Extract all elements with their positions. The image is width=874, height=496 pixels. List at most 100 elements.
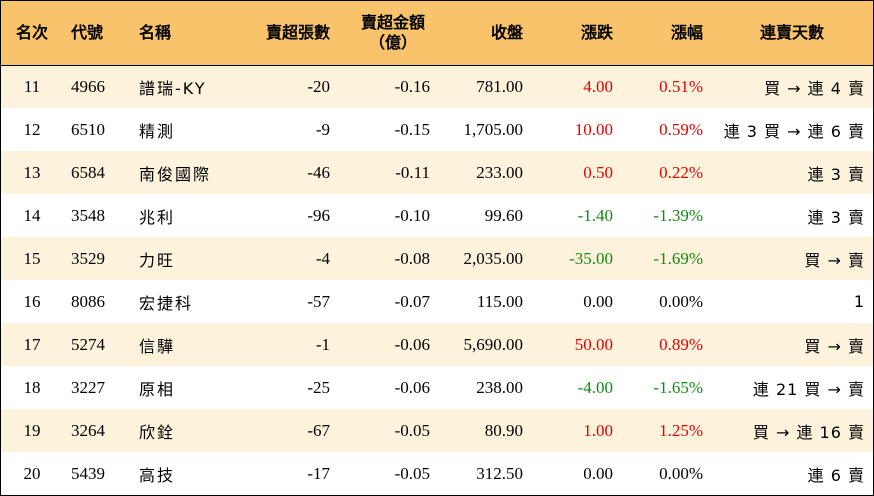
header-sell-amount: 賣超金額 （億） xyxy=(338,1,438,66)
table-row: 19 3264 欣銓 -67 -0.05 80.90 1.00 1.25% 買 … xyxy=(1,409,873,452)
header-rank: 名次 xyxy=(1,1,63,66)
cell-name: 欣銓 xyxy=(139,422,176,442)
cell-rank: 15 xyxy=(23,248,41,268)
cell-change-pct: 0.22% xyxy=(659,162,703,182)
cell-streak: 連 21 買 → 賣 xyxy=(752,379,865,399)
cell-change: 1.00 xyxy=(583,420,613,440)
cell-streak: 買 → 連 16 賣 xyxy=(752,422,865,442)
cell-change-pct: 0.00% xyxy=(659,463,703,483)
cell-rank: 12 xyxy=(23,119,41,139)
table-row: 15 3529 力旺 -4 -0.08 2,035.00 -35.00 -1.6… xyxy=(1,237,873,280)
cell-sell-lots: -1 xyxy=(315,334,330,354)
header-name: 名稱 xyxy=(131,1,236,66)
cell-close: 1,705.00 xyxy=(463,119,524,139)
cell-streak: 連 6 賣 xyxy=(807,465,865,485)
cell-close: 99.60 xyxy=(484,205,523,225)
table-row: 17 5274 信驊 -1 -0.06 5,690.00 50.00 0.89%… xyxy=(1,323,873,366)
cell-rank: 16 xyxy=(23,291,41,311)
cell-code: 5274 xyxy=(71,334,105,354)
cell-sell-lots: -17 xyxy=(307,463,330,483)
cell-sell-amount: -0.11 xyxy=(395,162,430,182)
table-row: 16 8086 宏捷科 -57 -0.07 115.00 0.00 0.00% … xyxy=(1,280,873,323)
cell-name: 原相 xyxy=(139,379,176,399)
cell-name: 宏捷科 xyxy=(139,293,194,313)
cell-sell-lots: -46 xyxy=(307,162,330,182)
header-streak: 連賣天數 xyxy=(711,1,873,66)
cell-change-pct: -1.69% xyxy=(653,248,703,268)
cell-close: 115.00 xyxy=(476,291,523,311)
cell-name: 信驊 xyxy=(139,336,176,356)
cell-change: -4.00 xyxy=(577,377,613,397)
cell-streak: 連 3 賣 xyxy=(807,207,865,227)
cell-sell-amount: -0.06 xyxy=(394,377,430,397)
cell-code: 3548 xyxy=(71,205,105,225)
table-row: 20 5439 高技 -17 -0.05 312.50 0.00 0.00% 連… xyxy=(1,452,873,495)
cell-sell-lots: -57 xyxy=(307,291,330,311)
cell-close: 781.00 xyxy=(476,76,523,96)
cell-sell-amount: -0.15 xyxy=(394,119,430,139)
header-change-pct: 漲幅 xyxy=(621,1,711,66)
cell-code: 8086 xyxy=(71,291,105,311)
cell-sell-lots: -67 xyxy=(307,420,330,440)
cell-name: 精測 xyxy=(139,121,176,141)
header-code: 代號 xyxy=(63,1,131,66)
cell-change-pct: 0.59% xyxy=(659,119,703,139)
cell-change-pct: 0.89% xyxy=(659,334,703,354)
cell-sell-lots: -9 xyxy=(315,119,330,139)
table-header-row: 名次 代號 名稱 賣超張數 賣超金額 （億） 收盤 漲跌 漲幅 連賣天數 xyxy=(1,1,873,66)
cell-change: 4.00 xyxy=(583,76,613,96)
cell-sell-lots: -96 xyxy=(307,205,330,225)
table-row: 18 3227 原相 -25 -0.06 238.00 -4.00 -1.65%… xyxy=(1,366,873,409)
cell-sell-amount: -0.05 xyxy=(394,420,430,440)
cell-name: 高技 xyxy=(139,465,176,485)
cell-code: 3264 xyxy=(71,420,105,440)
header-sell-amount-line1: 賣超金額 xyxy=(360,12,425,32)
cell-code: 3227 xyxy=(71,377,105,397)
cell-close: 312.50 xyxy=(476,463,523,483)
cell-close: 2,035.00 xyxy=(463,248,524,268)
cell-change: 10.00 xyxy=(574,119,613,139)
cell-close: 233.00 xyxy=(476,162,523,182)
table-row: 12 6510 精測 -9 -0.15 1,705.00 10.00 0.59%… xyxy=(1,108,873,151)
header-sell-lots: 賣超張數 xyxy=(236,1,338,66)
cell-rank: 14 xyxy=(23,205,41,225)
cell-streak: 連 3 賣 xyxy=(807,164,865,184)
cell-change: 0.00 xyxy=(583,463,613,483)
cell-sell-lots: -4 xyxy=(315,248,330,268)
cell-sell-lots: -25 xyxy=(307,377,330,397)
table-row: 11 4966 譜瑞-KY -20 -0.16 781.00 4.00 0.51… xyxy=(1,65,873,108)
cell-rank: 18 xyxy=(23,377,41,397)
cell-change: -1.40 xyxy=(577,205,613,225)
cell-rank: 11 xyxy=(23,76,41,96)
cell-name: 力旺 xyxy=(139,250,176,270)
cell-change-pct: 0.00% xyxy=(659,291,703,311)
cell-change: 0.50 xyxy=(583,162,613,182)
cell-streak: 連 3 買 → 連 6 賣 xyxy=(723,121,865,141)
cell-change: 0.00 xyxy=(583,291,613,311)
cell-close: 80.90 xyxy=(484,420,523,440)
cell-rank: 17 xyxy=(23,334,41,354)
cell-code: 6584 xyxy=(71,162,105,182)
table-row: 14 3548 兆利 -96 -0.10 99.60 -1.40 -1.39% … xyxy=(1,194,873,237)
cell-close: 5,690.00 xyxy=(463,334,524,354)
cell-streak: 買 → 賣 xyxy=(804,250,865,270)
cell-sell-amount: -0.07 xyxy=(394,291,430,311)
cell-name: 南俊國際 xyxy=(139,164,212,184)
cell-code: 5439 xyxy=(71,463,105,483)
cell-name: 兆利 xyxy=(139,207,176,227)
cell-change-pct: 0.51% xyxy=(659,76,703,96)
cell-sell-amount: -0.10 xyxy=(394,205,430,225)
cell-change: 50.00 xyxy=(574,334,613,354)
cell-code: 6510 xyxy=(71,119,105,139)
cell-code: 3529 xyxy=(71,248,105,268)
cell-change: -35.00 xyxy=(569,248,613,268)
cell-change-pct: 1.25% xyxy=(659,420,703,440)
header-close: 收盤 xyxy=(438,1,531,66)
header-change: 漲跌 xyxy=(531,1,621,66)
cell-streak: 1 xyxy=(853,292,865,311)
cell-name: 譜瑞-KY xyxy=(139,78,207,98)
cell-change-pct: -1.39% xyxy=(653,205,703,225)
cell-rank: 19 xyxy=(23,420,41,440)
